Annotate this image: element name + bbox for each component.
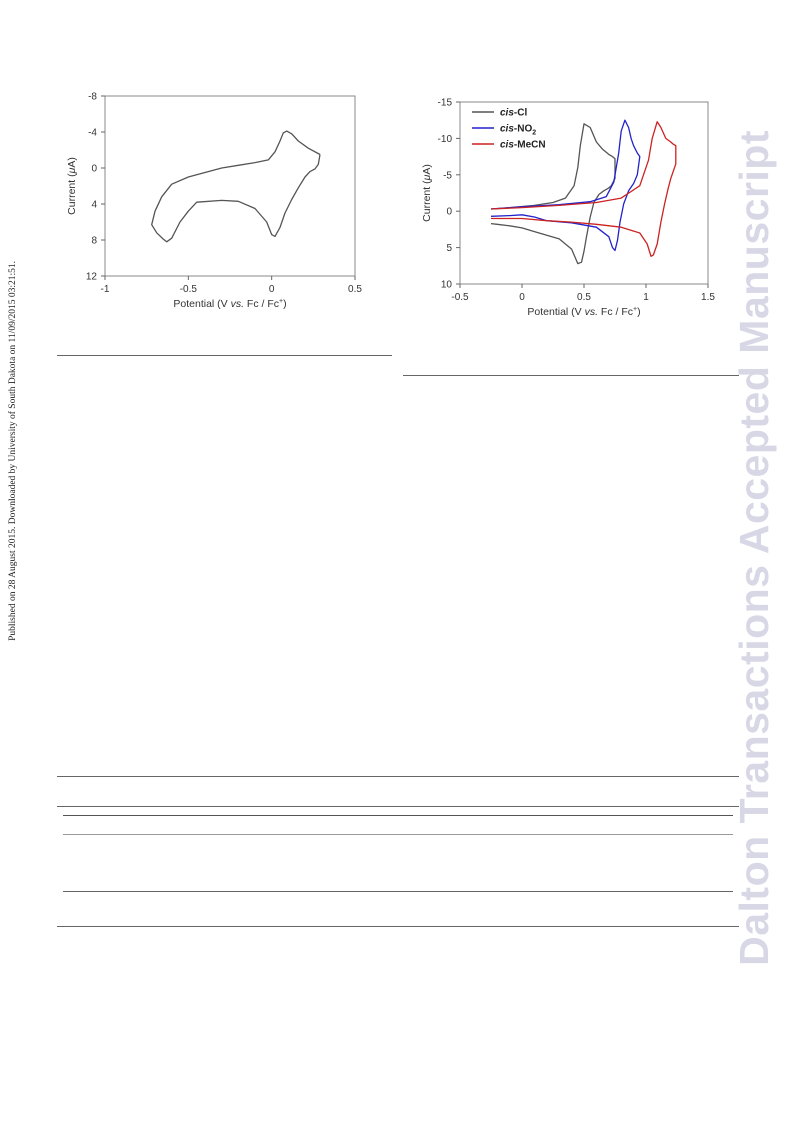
y-tick-label: -10 bbox=[438, 134, 453, 145]
x-axis-label-text: ) bbox=[283, 298, 287, 310]
y-tick-label: 12 bbox=[86, 272, 98, 283]
x-tick-label: 0 bbox=[519, 292, 525, 303]
y-tick-label: 0 bbox=[446, 207, 452, 218]
right-cyclic-voltammogram: -0.5 0 0.5 1 1.5 -15 -10 -5 0 5 10 Potential (V vs.… bbox=[421, 98, 715, 319]
y-tick-label: 0 bbox=[91, 164, 97, 175]
x-axis-label: Potential (V vs. Fc / Fc+) bbox=[173, 298, 286, 310]
x-tick-label: 0.5 bbox=[348, 284, 362, 295]
x-axis-label-superscript: + bbox=[633, 306, 637, 313]
y-axis-label-text: Current ( bbox=[66, 173, 78, 215]
x-axis-label: Potential (V vs. Fc / Fc+) bbox=[527, 306, 640, 318]
left-cyclic-voltammogram: -1 -0.5 0 0.5 -8 -4 0 4 8 12 Potential (V vs. Fc /… bbox=[66, 92, 362, 311]
y-axis-label-text: A) bbox=[66, 157, 78, 168]
table-inner-rule-2 bbox=[63, 834, 733, 835]
legend-entry-prefix: cis bbox=[500, 124, 514, 135]
y-tick-label: -5 bbox=[443, 170, 452, 181]
x-tick-label: -0.5 bbox=[180, 284, 198, 295]
x-tick-label: 1 bbox=[643, 292, 649, 303]
legend-entry-subscript: 2 bbox=[532, 130, 536, 137]
y-axis-label: Current (μA) bbox=[66, 157, 78, 215]
legend-entry: cis-Cl bbox=[500, 108, 527, 119]
table-inner-rule-3 bbox=[63, 891, 733, 892]
legend-entry: cis-NO2 bbox=[500, 124, 536, 137]
y-tick-label: -8 bbox=[88, 92, 97, 103]
y-axis-label-mu: μ bbox=[421, 174, 433, 181]
y-axis-label-mu: μ bbox=[66, 167, 78, 174]
x-axis-label-superscript: + bbox=[279, 298, 283, 305]
x-axis-label-text: Fc / Fc bbox=[244, 298, 279, 310]
x-axis-label-text: ) bbox=[637, 306, 641, 318]
x-axis-label-text: Potential (V bbox=[527, 306, 584, 318]
caption-rule-left bbox=[57, 355, 392, 356]
y-tick-label: 5 bbox=[446, 243, 452, 254]
legend-entry-prefix: cis bbox=[500, 108, 514, 119]
legend-entry-suffix: -MeCN bbox=[514, 140, 546, 151]
publication-note-text: Published on 28 August 2015. Downloaded … bbox=[8, 261, 18, 641]
legend-entry-suffix: -Cl bbox=[514, 108, 528, 119]
y-tick-label: 8 bbox=[91, 236, 97, 247]
x-tick-label: -1 bbox=[101, 284, 110, 295]
legend-entry: cis-MeCN bbox=[500, 140, 546, 151]
y-tick-label: -15 bbox=[438, 98, 453, 109]
watermark-text: Dalton Transactions Accepted Manuscript bbox=[731, 130, 777, 966]
table-inner-rule-1 bbox=[63, 815, 733, 816]
y-axis-label: Current (μA) bbox=[421, 164, 433, 222]
plot-frame bbox=[459, 101, 709, 285]
legend-entry-prefix: cis bbox=[500, 140, 514, 151]
x-tick-label: 0 bbox=[269, 284, 275, 295]
y-axis-label-text: A) bbox=[421, 164, 433, 175]
caption-rule-right bbox=[403, 375, 739, 376]
series-line-1 bbox=[151, 130, 321, 243]
plot-frame bbox=[104, 95, 356, 277]
y-tick-label: 4 bbox=[91, 200, 97, 211]
x-axis-label-vs: vs. bbox=[231, 298, 244, 310]
series-line-1 bbox=[490, 123, 616, 265]
y-tick-label: 10 bbox=[441, 280, 453, 291]
x-axis-label-vs: vs. bbox=[585, 306, 598, 318]
y-tick-label: -4 bbox=[88, 128, 97, 139]
x-axis-label-text: Fc / Fc bbox=[598, 306, 633, 318]
x-tick-label: 1.5 bbox=[701, 292, 715, 303]
legend-entry-suffix: -NO bbox=[514, 124, 533, 135]
table-top-rule bbox=[57, 776, 739, 777]
x-tick-label: 0.5 bbox=[577, 292, 591, 303]
series-line-3 bbox=[490, 121, 677, 257]
table-header-rule bbox=[57, 806, 739, 807]
table-bottom-rule bbox=[57, 926, 739, 927]
y-axis-label-text: Current ( bbox=[421, 180, 433, 222]
x-tick-label: -0.5 bbox=[451, 292, 469, 303]
x-axis-label-text: Potential (V bbox=[173, 298, 230, 310]
